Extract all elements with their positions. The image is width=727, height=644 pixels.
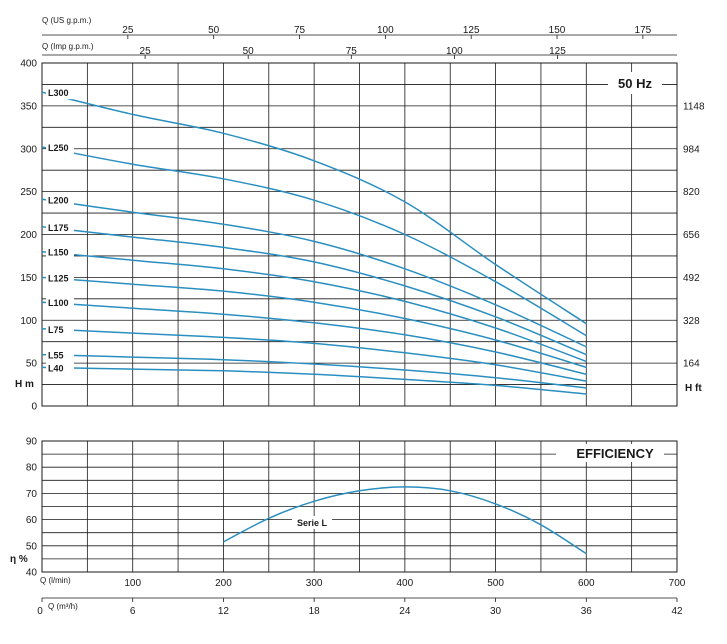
imp-gpm-tick-label: 100 xyxy=(446,46,463,57)
eff-chart-title: EFFICIENCY xyxy=(576,446,654,461)
x-axis-label-m3h: Q (m³/h) xyxy=(48,602,78,611)
head-y-axis-label: H m xyxy=(15,379,34,390)
head-y-tick-label: 200 xyxy=(20,230,37,241)
x-tick-label-m3h-zero: 0 xyxy=(37,606,43,617)
imp-gpm-axis-label: Q (Imp g.p.m.) xyxy=(42,42,94,51)
curve-label-l250: L250 xyxy=(48,143,69,153)
us-gpm-axis-label: Q (US g.p.m.) xyxy=(42,16,92,25)
us-gpm-tick-label: 75 xyxy=(294,25,306,36)
x-tick-label-lmin: 600 xyxy=(578,578,595,589)
x-tick-label-lmin: 100 xyxy=(124,578,141,589)
us-gpm-tick-label: 100 xyxy=(377,25,394,36)
x-axis-label-lmin: Q (l/min) xyxy=(40,576,71,585)
head-y-tick-label: 50 xyxy=(26,359,38,370)
head-y2-axis-label: H ft xyxy=(685,383,702,394)
imp-gpm-tick-label: 25 xyxy=(140,46,152,57)
head-y-tick-label: 250 xyxy=(20,187,37,198)
head-y2-tick-label: 656 xyxy=(683,230,700,241)
x-tick-label-lmin: 700 xyxy=(669,578,686,589)
series-label-serie-l: Serie L xyxy=(297,518,328,528)
x-tick-label-m3h: 30 xyxy=(490,606,502,617)
head-y-tick-label: 400 xyxy=(20,59,37,70)
imp-gpm-tick-label: 125 xyxy=(549,46,566,57)
x-tick-label-lmin: 500 xyxy=(487,578,504,589)
head-y-tick-label: 100 xyxy=(20,316,37,327)
us-gpm-tick-label: 25 xyxy=(122,25,134,36)
us-gpm-tick-label: 150 xyxy=(549,25,566,36)
x-tick-label-m3h: 6 xyxy=(130,606,136,617)
x-tick-label-m3h: 24 xyxy=(399,606,411,617)
eff-y-axis-label: η % xyxy=(10,554,28,565)
curve-label-l40: L40 xyxy=(48,363,64,373)
curve-label-l175: L175 xyxy=(48,223,69,233)
grid-lines xyxy=(42,35,677,602)
eff-y-tick-label: 60 xyxy=(26,515,38,526)
x-tick-label-lmin: 200 xyxy=(215,578,232,589)
x-tick-label-m3h: 36 xyxy=(581,606,593,617)
pump-performance-chart: 0501001502002503003504001643284926568209… xyxy=(0,0,727,644)
eff-y-tick-label: 90 xyxy=(26,437,38,448)
imp-gpm-tick-label: 75 xyxy=(346,46,358,57)
head-y2-tick-label: 1148 xyxy=(683,101,705,112)
curve-label-l55: L55 xyxy=(48,351,64,361)
head-y-tick-label: 300 xyxy=(20,144,37,155)
us-gpm-tick-label: 125 xyxy=(463,25,480,36)
head-y-tick-label: 150 xyxy=(20,273,37,284)
curve-label-l300: L300 xyxy=(48,88,69,98)
curve-label-l100: L100 xyxy=(48,298,69,308)
head-chart-title: 50 Hz xyxy=(618,76,652,91)
x-tick-label-m3h: 42 xyxy=(671,606,683,617)
head-y2-tick-label: 984 xyxy=(683,144,700,155)
us-gpm-tick-label: 175 xyxy=(635,25,652,36)
us-gpm-tick-label: 50 xyxy=(208,25,220,36)
head-y2-tick-label: 820 xyxy=(683,187,700,198)
x-tick-label-m3h: 18 xyxy=(309,606,321,617)
eff-y-tick-label: 50 xyxy=(26,541,38,552)
curve-label-l150: L150 xyxy=(48,248,69,258)
head-y2-tick-label: 328 xyxy=(683,316,700,327)
eff-y-tick-label: 80 xyxy=(26,463,38,474)
head-y2-tick-label: 492 xyxy=(683,273,700,284)
curve-label-l200: L200 xyxy=(48,195,69,205)
curve-label-l125: L125 xyxy=(48,273,69,283)
eff-y-tick-label: 70 xyxy=(26,489,38,500)
head-y-tick-label: 0 xyxy=(31,402,37,413)
x-tick-label-lmin: 400 xyxy=(397,578,414,589)
x-tick-label-m3h: 12 xyxy=(218,606,230,617)
x-tick-label-lmin: 300 xyxy=(306,578,323,589)
eff-y-tick-label: 40 xyxy=(26,568,38,579)
head-y-tick-label: 350 xyxy=(20,101,37,112)
head-y2-tick-label: 164 xyxy=(683,359,700,370)
curve-label-l75: L75 xyxy=(48,325,64,335)
imp-gpm-tick-label: 50 xyxy=(243,46,255,57)
